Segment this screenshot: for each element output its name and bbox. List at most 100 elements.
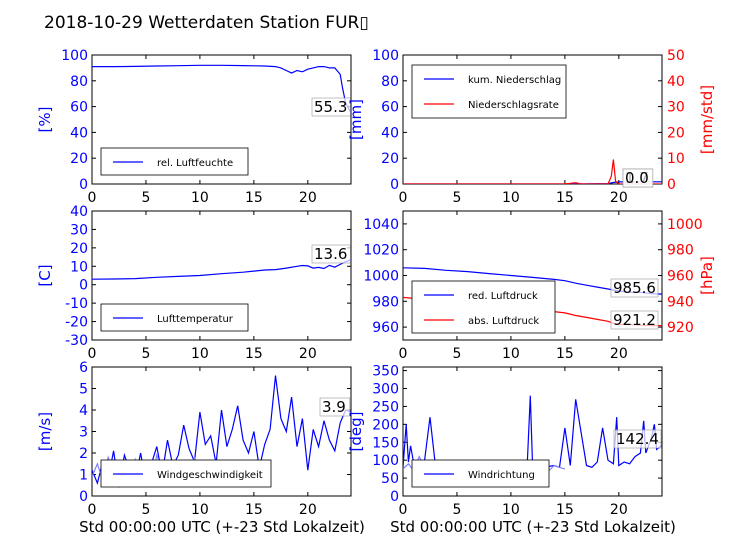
y-tick-label: 1 (79, 468, 88, 484)
panel-humidity: 0 5 10 15 20 0 20 40 60 80 100 [%] rel. Luftfeuchte 5… (36, 48, 352, 206)
x-tick-label: 0 (88, 346, 97, 362)
y-tick-label: 250 (372, 399, 399, 415)
x-tick-label: 5 (141, 502, 150, 518)
panel-winddirection: 0 5 10 15 20050100150200250300350[deg]Windri… (347, 364, 663, 518)
y-right-tick-label: 1000 (667, 217, 703, 233)
y-axis-label: [C] (36, 264, 54, 286)
readout-value: 142.4 (616, 430, 659, 448)
x-axis-label-right: Std 00:00:00 UTC (+-23 Std Lokalzeit) (390, 518, 676, 536)
legend-label: kum. Niederschlag (468, 75, 561, 86)
y-tick-label: 80 (381, 74, 399, 90)
readout-box (622, 168, 654, 188)
legend-label: abs. Luftdruck (468, 316, 539, 327)
y-right-axis-label: [mm/std] (698, 85, 716, 154)
readout-value: 921.2 (613, 311, 656, 329)
x-tick-label: 5 (452, 346, 461, 362)
y-tick-label: 200 (372, 417, 399, 433)
y-tick-label: 0 (79, 177, 88, 193)
y-tick-label: 350 (372, 364, 399, 380)
x-tick-label: 0 (88, 502, 97, 518)
y-right-tick-label: 10 (667, 151, 685, 167)
y-tick-label: 40 (70, 204, 88, 220)
x-tick-label: 15 (556, 346, 574, 362)
x-tick-label: 20 (299, 502, 317, 518)
panel-temperature: 0 5 10 15 20 -30 -20 -10 0 10 20 30 40 [C] Lufttempera… (36, 204, 352, 362)
y-right-tick-label: 30 (667, 100, 685, 116)
legend-label: Windrichtung (468, 470, 535, 481)
x-tick-label: 0 (399, 502, 408, 518)
y-tick-label: 30 (70, 222, 88, 238)
y-tick-label: 1000 (363, 269, 399, 285)
legend: Windrichtung (411, 459, 550, 488)
x-tick-label: 20 (299, 190, 317, 206)
x-tick-label: 15 (245, 190, 263, 206)
y-right-tick-label: 940 (667, 294, 694, 310)
y-tick-label: 100 (61, 48, 88, 64)
y-tick-label: 0 (79, 278, 88, 294)
x-tick-label: 20 (610, 190, 628, 206)
x-tick-label: 15 (245, 502, 263, 518)
readout-value: 13.6 (314, 245, 347, 263)
legend-label: Windgeschwindigkeit (157, 470, 263, 481)
y-right-tick-label: 960 (667, 269, 694, 285)
legend-frame (411, 64, 567, 119)
x-tick-label: 0 (399, 346, 408, 362)
y-right-tick-label: 40 (667, 74, 685, 90)
x-tick-label: 5 (141, 346, 150, 362)
x-tick-label: 10 (191, 346, 209, 362)
axes-frame (91, 210, 352, 341)
y-right-axis-label: [hPa] (698, 256, 716, 295)
y-tick-label: 2 (79, 446, 88, 462)
x-tick-label: 10 (502, 190, 520, 206)
x-tick-label: 15 (245, 346, 263, 362)
x-tick-label: 10 (191, 190, 209, 206)
y-tick-label: 980 (372, 294, 399, 310)
panel-windspeed: 0 5 10 15 20 0 1 2 3 4 5 6 [m/s] Windgeschwindigkeit 3… (36, 360, 352, 518)
y-right-tick-label: 920 (667, 320, 694, 336)
x-tick-label: 5 (452, 190, 461, 206)
y-tick-label: -10 (65, 296, 88, 312)
x-axis-label-left: Std 00:00:00 UTC (+-23 Std Lokalzeit) (79, 518, 365, 536)
legend-label: Lufttemperatur (157, 314, 234, 325)
y-tick-label: 4 (79, 403, 88, 419)
y-tick-label: 1040 (363, 217, 399, 233)
x-tick-label: 5 (452, 502, 461, 518)
readout-value: 3.9 (322, 398, 346, 416)
figure-title: 2018-10-29 Wetterdaten Station FUR▯ (44, 13, 369, 33)
readout-value: 0.0 (625, 169, 649, 187)
y-tick-label: 0 (79, 489, 88, 505)
legend: rel. Luftfeuchte (100, 147, 249, 176)
y-tick-label: 40 (70, 125, 88, 141)
series-line-temperature-0 (92, 259, 351, 280)
panel-pressure: 0 5 10 15 20 960 980 1000 1020 1040 920 940 960 980 10… (363, 210, 716, 362)
y-axis-label: [deg] (347, 412, 365, 452)
legend-label: Niederschlagsrate (468, 100, 559, 111)
y-axis-label: [m/s] (36, 412, 54, 451)
legend-frame (411, 280, 556, 334)
y-tick-label: -30 (65, 333, 88, 349)
y-tick-label: 300 (372, 382, 399, 398)
readout-box (610, 278, 659, 298)
panel-precipitation: 0 5 10 15 20 0 20 40 60 80 100 0 10 20 30 40 50 [mm] [mm/s… (347, 48, 716, 206)
y-tick-label: 5 (79, 382, 88, 398)
legend: Lufttemperatur (100, 303, 249, 332)
legend: red. Luftdruck abs. Luftdruck (411, 280, 556, 334)
readout-value: 985.6 (613, 279, 656, 297)
y-tick-label: 50 (381, 471, 399, 487)
y-tick-label: 80 (70, 74, 88, 90)
axes-frame (91, 54, 352, 185)
y-right-tick-label: 0 (667, 177, 676, 193)
legend: kum. Niederschlag Niederschlagsrate (411, 64, 567, 119)
y-tick-label: -20 (65, 315, 88, 331)
y-tick-label: 60 (381, 100, 399, 116)
y-tick-label: 20 (70, 151, 88, 167)
y-axis-label: [%] (36, 107, 54, 133)
y-tick-label: 960 (372, 320, 399, 336)
series-line-humidity-0 (92, 64, 351, 114)
x-tick-label: 15 (556, 190, 574, 206)
y-tick-label: 6 (79, 360, 88, 376)
y-tick-label: 100 (372, 48, 399, 64)
y-tick-label: 60 (70, 100, 88, 116)
x-tick-label: 5 (141, 190, 150, 206)
